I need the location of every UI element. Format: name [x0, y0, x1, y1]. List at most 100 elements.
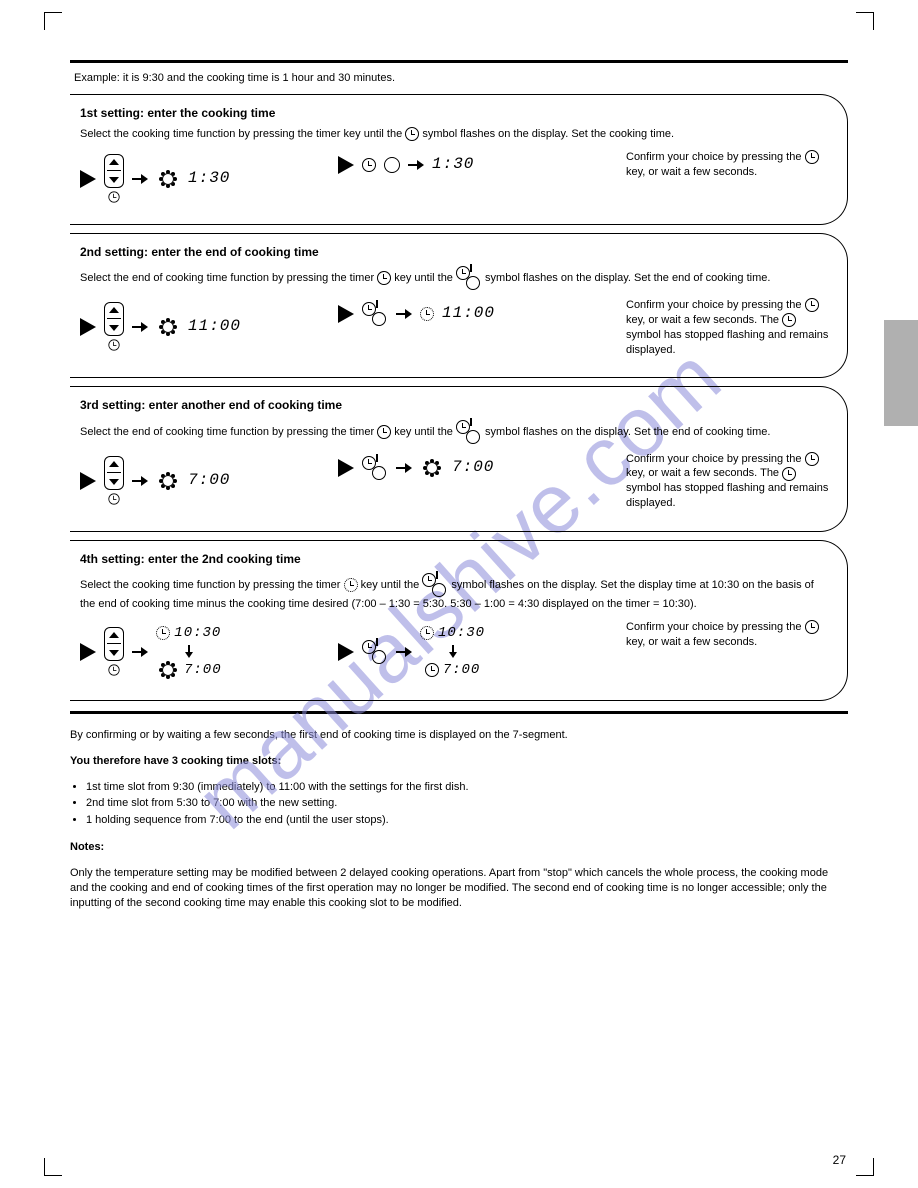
- clock-icon: [377, 425, 391, 439]
- clock-icon: [108, 191, 119, 202]
- end-time-icon: [362, 302, 388, 326]
- intro-line: Example: it is 9:30 and the cooking time…: [74, 71, 848, 86]
- clock-icon: [782, 313, 796, 327]
- list-item: 1 holding sequence from 7:00 to the end …: [86, 813, 848, 828]
- clock-icon: [805, 298, 819, 312]
- timeslots-title: You therefore have 3 cooking time slots:: [70, 754, 848, 769]
- flash-icon: [426, 462, 438, 474]
- clock-icon: [377, 271, 391, 285]
- panel-3-b-icons: 7:00: [338, 456, 598, 480]
- notes-title: Notes:: [70, 840, 848, 855]
- clock-dotted-icon: [156, 626, 170, 640]
- panel-3-b-time: 7:00: [452, 457, 494, 479]
- clock-icon: [108, 664, 119, 675]
- arrow-right-icon: [132, 322, 148, 332]
- panel-4-sub: Select the cooking time function by pres…: [80, 573, 829, 612]
- play-icon: [80, 472, 96, 490]
- clock-dotted-icon: [344, 578, 358, 592]
- panel-2-b-time: 11:00: [442, 303, 495, 325]
- play-icon: [338, 305, 354, 323]
- play-icon: [338, 643, 354, 661]
- panel-1-b-icons: 1:30: [338, 154, 598, 176]
- panel-2: 2nd setting: enter the end of cooking ti…: [70, 233, 848, 379]
- panel-4-b-time-bottom: 7:00: [443, 661, 481, 680]
- panel-1-b-time: 1:30: [432, 154, 474, 176]
- arrow-right-icon: [132, 174, 148, 184]
- arrow-right-icon: [396, 463, 412, 473]
- flash-icon: [162, 321, 174, 333]
- panel-4-confirm: Confirm your choice by pressing the key,…: [626, 620, 829, 650]
- panel-2-b-icons: 11:00: [338, 302, 598, 326]
- clock-icon: [108, 493, 119, 504]
- panel-3-sub: Select the end of cooking time function …: [80, 420, 829, 444]
- play-icon: [80, 170, 96, 188]
- clock-icon: [362, 158, 376, 172]
- updown-icon: [104, 302, 124, 336]
- arrow-right-icon: [132, 476, 148, 486]
- clock-icon: [805, 620, 819, 634]
- panel-2-a-icons: 11:00: [80, 302, 310, 352]
- arrow-right-icon: [132, 647, 148, 657]
- updown-icon: [104, 154, 124, 188]
- clock-icon: [805, 150, 819, 164]
- page-number: 27: [833, 1152, 846, 1168]
- flash-icon: [162, 173, 174, 185]
- clock-dotted-icon: [420, 626, 434, 640]
- panel-2-confirm: Confirm your choice by pressing the key,…: [626, 298, 829, 357]
- arrow-right-icon: [396, 309, 412, 319]
- panel-3: 3rd setting: enter another end of cookin…: [70, 386, 848, 532]
- end-time-icon: [362, 456, 388, 480]
- end-time-icon: [362, 640, 388, 664]
- panel-4-a-time-top: 10:30: [174, 624, 221, 643]
- panel-1-confirm: Confirm your choice by pressing the key,…: [626, 150, 829, 180]
- panel-3-title: 3rd setting: enter another end of cookin…: [80, 397, 829, 413]
- arrow-right-icon: [408, 160, 424, 170]
- panel-2-sub: Select the end of cooking time function …: [80, 266, 829, 290]
- panel-1-a-icons: 1:30: [80, 154, 310, 204]
- instructions-block: By confirming or by waiting a few second…: [70, 728, 848, 911]
- panel-4-b-icons: 10:30 7:00: [338, 624, 598, 680]
- panel-1-title: 1st setting: enter the cooking time: [80, 105, 829, 121]
- end-time-icon: [456, 266, 482, 290]
- play-icon: [80, 643, 96, 661]
- clock-icon: [425, 663, 439, 677]
- arrow-right-icon: [396, 647, 412, 657]
- flash-icon: [162, 664, 174, 676]
- clock-icon: [108, 339, 119, 350]
- panel-2-title: 2nd setting: enter the end of cooking ti…: [80, 244, 829, 260]
- clock-icon: [405, 127, 419, 141]
- panel-1-a-time: 1:30: [188, 168, 230, 190]
- arrow-down-icon: [185, 645, 193, 659]
- panel-4-title: 4th setting: enter the 2nd cooking time: [80, 551, 829, 567]
- arrow-down-icon: [449, 645, 457, 659]
- panel-4: 4th setting: enter the 2nd cooking time …: [70, 540, 848, 701]
- circle-icon: [384, 157, 400, 173]
- end-time-icon: [456, 420, 482, 444]
- clock-icon: [782, 467, 796, 481]
- flash-icon: [162, 475, 174, 487]
- list-item: 1st time slot from 9:30 (immediately) to…: [86, 780, 848, 795]
- panel-3-a-icons: 7:00: [80, 456, 310, 506]
- timeslots-list: 1st time slot from 9:30 (immediately) to…: [70, 780, 848, 829]
- panel-2-a-time: 11:00: [188, 316, 241, 338]
- notes-body: Only the temperature setting may be modi…: [70, 866, 848, 911]
- end-time-icon: [422, 573, 448, 597]
- section-tab: [884, 320, 918, 426]
- play-icon: [80, 318, 96, 336]
- updown-icon: [104, 627, 124, 661]
- panel-3-a-time: 7:00: [188, 470, 230, 492]
- panel-4-a-icons: 10:30 7:00: [80, 624, 310, 680]
- play-icon: [338, 459, 354, 477]
- updown-icon: [104, 456, 124, 490]
- confirm-intro: By confirming or by waiting a few second…: [70, 728, 848, 743]
- play-icon: [338, 156, 354, 174]
- clock-icon: [805, 452, 819, 466]
- panel-4-b-time-top: 10:30: [438, 624, 485, 643]
- panel-1: 1st setting: enter the cooking time Sele…: [70, 94, 848, 225]
- clock-dotted-icon: [420, 307, 434, 321]
- panel-4-a-time-bottom: 7:00: [184, 661, 222, 680]
- mid-rule: [70, 711, 848, 714]
- list-item: 2nd time slot from 5:30 to 7:00 with the…: [86, 796, 848, 811]
- panel-1-sub: Select the cooking time function by pres…: [80, 127, 829, 142]
- panel-3-confirm: Confirm your choice by pressing the key,…: [626, 452, 829, 511]
